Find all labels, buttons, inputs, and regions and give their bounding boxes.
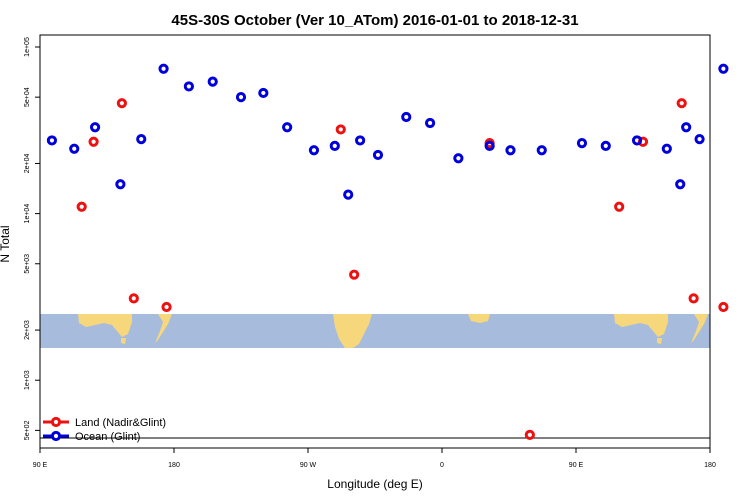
y-tick-label: 5e+03 bbox=[24, 254, 31, 274]
data-point bbox=[115, 179, 126, 190]
legend-label: Land (Nadir&Glint) bbox=[75, 417, 166, 429]
data-point bbox=[76, 201, 87, 212]
data-point bbox=[401, 111, 412, 123]
data-point bbox=[576, 137, 588, 149]
data-point bbox=[718, 301, 729, 313]
data-point bbox=[207, 76, 218, 87]
plot-frame bbox=[39, 34, 711, 449]
y-tick-label: 5e+04 bbox=[24, 87, 31, 107]
x-tick-label: 90 W bbox=[300, 462, 317, 469]
data-point bbox=[424, 117, 436, 129]
map-land bbox=[78, 314, 708, 348]
data-points bbox=[46, 63, 729, 440]
data-point bbox=[343, 189, 354, 200]
data-point bbox=[453, 153, 464, 164]
x-axis: 90 E 180 90 W 0 90 E 180 bbox=[33, 448, 716, 469]
data-point bbox=[681, 122, 692, 133]
legend-label: Ocean (Glint) bbox=[75, 431, 140, 443]
data-point bbox=[308, 145, 320, 156]
data-point bbox=[524, 429, 535, 440]
data-point bbox=[161, 301, 172, 313]
y-tick-label: 5e+02 bbox=[24, 420, 31, 440]
x-tick-label: 180 bbox=[168, 462, 180, 469]
data-point bbox=[694, 134, 705, 145]
data-point bbox=[116, 98, 127, 109]
y-axis-label: N Total bbox=[0, 225, 12, 262]
data-point bbox=[258, 87, 269, 99]
chart-title: 45S-30S October (Ver 10_ATom) 2016-01-01… bbox=[171, 12, 578, 29]
data-point bbox=[282, 122, 293, 133]
data-point bbox=[136, 134, 147, 145]
legend-marker bbox=[50, 416, 62, 428]
y-tick-label: 2e+04 bbox=[24, 154, 31, 174]
y-tick-label: 1e+04 bbox=[24, 204, 31, 224]
data-point bbox=[329, 140, 340, 151]
data-point bbox=[614, 201, 625, 212]
data-point bbox=[335, 124, 346, 135]
data-point bbox=[505, 145, 516, 156]
data-point bbox=[183, 81, 194, 92]
data-point bbox=[661, 143, 672, 154]
data-point bbox=[46, 135, 58, 146]
x-axis-label: Longitude (deg E) bbox=[327, 477, 422, 491]
x-tick-label: 90 E bbox=[569, 462, 584, 469]
data-point bbox=[675, 179, 686, 190]
data-point bbox=[349, 269, 360, 280]
data-point bbox=[718, 63, 729, 74]
x-tick-label: 0 bbox=[440, 462, 444, 469]
y-tick-label: 1e+05 bbox=[24, 37, 31, 57]
x-tick-label: 90 E bbox=[33, 462, 48, 469]
y-tick-label: 1e+03 bbox=[24, 370, 31, 390]
data-point bbox=[128, 293, 139, 304]
data-point bbox=[89, 122, 101, 133]
data-point bbox=[600, 140, 611, 151]
data-point bbox=[235, 92, 247, 103]
map-ocean bbox=[40, 314, 710, 348]
data-point bbox=[69, 143, 80, 154]
data-point bbox=[688, 293, 699, 304]
x-tick-label: 180 bbox=[704, 462, 716, 469]
data-point bbox=[676, 98, 687, 109]
data-point bbox=[158, 63, 169, 74]
data-point bbox=[88, 136, 99, 147]
data-point bbox=[536, 145, 547, 156]
data-point bbox=[631, 135, 643, 146]
y-tick-label: 2e+03 bbox=[24, 320, 31, 340]
legend-marker bbox=[50, 430, 62, 442]
map-strip bbox=[40, 314, 710, 348]
data-point bbox=[484, 140, 495, 151]
data-point bbox=[355, 135, 366, 146]
legend: Land (Nadir&Glint) Ocean (Glint) bbox=[43, 416, 166, 443]
data-point bbox=[372, 149, 384, 161]
y-axis: 5e+02 1e+03 2e+03 5e+03 1e+04 2e+04 5e+04 1e+05 bbox=[24, 37, 40, 440]
